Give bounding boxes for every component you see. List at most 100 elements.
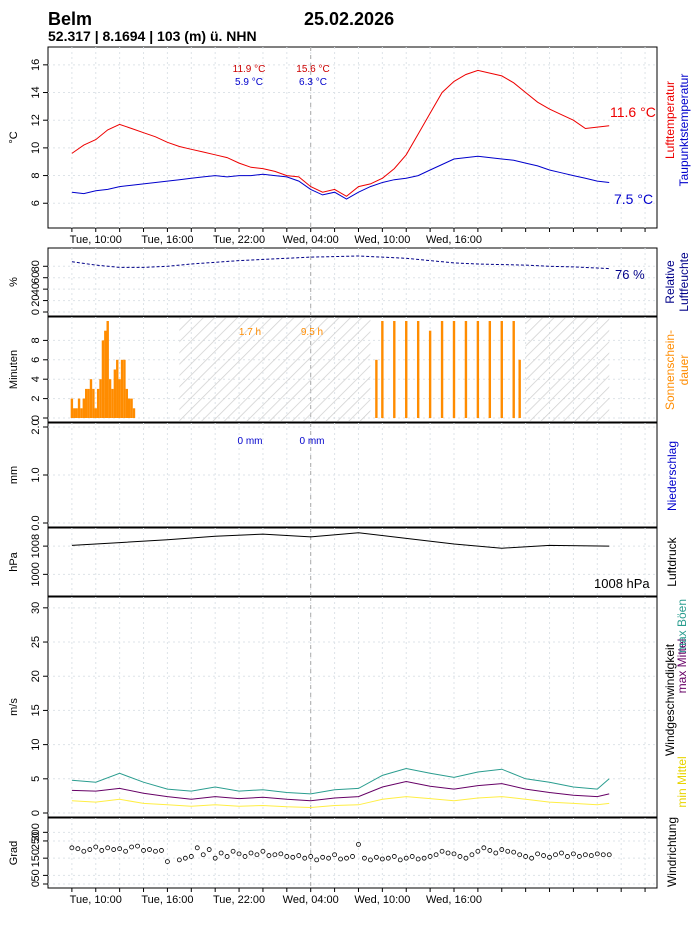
sun-bar — [113, 369, 117, 418]
direction-point — [123, 848, 129, 854]
sun-bar — [393, 321, 396, 418]
sun-bar — [405, 321, 408, 418]
right-label-temp: Lufttemperatur — [663, 81, 677, 159]
ytick-label-direction: 150 — [30, 849, 42, 867]
direction-point — [517, 852, 523, 858]
panel-frame-direction — [47, 817, 658, 889]
sun-bar — [476, 321, 480, 418]
direction-point — [159, 848, 164, 853]
sun-bar — [118, 379, 121, 418]
direction-point — [338, 856, 343, 862]
direction-point — [505, 848, 511, 854]
series-line-humidity-0 — [71, 255, 610, 270]
direction-point — [260, 848, 266, 854]
direction-point — [409, 854, 415, 859]
series-line-wind-2 — [71, 796, 610, 809]
direction-point — [475, 848, 481, 854]
ylabel-temperature: °C — [8, 131, 20, 143]
series-line-temperature-1 — [71, 155, 610, 200]
direction-point — [236, 851, 242, 857]
sun-bar — [123, 359, 126, 418]
direction-point — [266, 853, 272, 858]
direction-point — [135, 843, 140, 849]
sun-bar — [464, 321, 468, 418]
direction-point — [302, 855, 308, 861]
direction-point — [571, 851, 576, 857]
xtick-label-top: Tue, 10:00 — [70, 234, 122, 246]
ytick-label-temperature: 8 — [30, 172, 42, 178]
ytick-label-wind: 20 — [30, 670, 42, 682]
ytick-label-wind: 10 — [30, 738, 42, 750]
ytick-label-pressure: 1008 — [30, 534, 42, 558]
direction-point — [290, 854, 296, 860]
right-label-dew: Taupunktstemperatur — [677, 74, 691, 187]
sun-bar — [101, 340, 105, 418]
ylabel-direction: Grad — [8, 841, 20, 865]
ytick-label-humidity: 20 — [30, 294, 42, 306]
ytick-label-sunshine: 4 — [30, 376, 42, 382]
night-shade — [179, 318, 371, 421]
direction-point — [511, 849, 517, 855]
direction-point — [529, 855, 535, 861]
last-temp-label: 11.6 °C — [610, 104, 656, 120]
sun-bar — [73, 408, 76, 418]
direction-point — [576, 854, 582, 859]
direction-point — [469, 852, 475, 858]
direction-point — [182, 855, 188, 861]
direction-point — [200, 852, 206, 858]
direction-point — [129, 844, 134, 850]
direction-point — [451, 851, 457, 857]
right-label-pressure: Luftdruck — [665, 536, 679, 586]
ylabel-precip: mm — [8, 466, 20, 484]
direction-point — [588, 853, 594, 858]
direction-point — [99, 848, 105, 853]
ytick-label-wind: 0 — [30, 810, 42, 816]
right-label-humidity-1: Relative — [663, 260, 677, 304]
direction-point — [248, 850, 254, 856]
direction-point — [81, 848, 87, 854]
ytick-label-temperature: 12 — [30, 114, 42, 126]
sun-bar — [500, 321, 503, 418]
ytick-label-sunshine: 0 — [30, 415, 42, 421]
direction-point — [457, 854, 463, 859]
xtick-label-bottom: Tue, 22:00 — [213, 894, 265, 906]
ytick-label-pressure: 1000 — [30, 562, 42, 586]
sun-bar — [87, 388, 90, 418]
station-coords: 52.317 | 8.1694 | 103 (m) ü. NHN — [48, 28, 257, 44]
direction-point — [105, 845, 111, 851]
last-dew-label: 7.5 °C — [614, 191, 653, 207]
precip-annotation-1: 0 mm — [238, 436, 263, 447]
xtick-label-bottom: Wed, 10:00 — [354, 894, 410, 906]
sun-bar — [116, 359, 119, 418]
sun-bar — [132, 408, 136, 418]
station-title: Belm — [48, 9, 92, 29]
direction-point — [421, 855, 427, 861]
max-dew-annotation: 6.3 °C — [299, 77, 327, 88]
panel-frame-humidity — [47, 247, 658, 317]
direction-point — [326, 855, 332, 861]
direction-point — [165, 859, 170, 865]
direction-point — [356, 841, 361, 847]
direction-point — [212, 855, 218, 861]
right-label-wind-gust: max Böen — [675, 599, 689, 653]
precip-annotation-2: 0 mm — [300, 436, 325, 447]
direction-point — [117, 846, 123, 852]
direction-point — [350, 854, 355, 859]
direction-point — [415, 856, 421, 862]
direction-point — [218, 850, 224, 856]
ytick-label-humidity: 80 — [30, 260, 42, 272]
direction-point — [284, 854, 290, 859]
panel-frame-pressure — [47, 527, 658, 597]
sun-bar — [128, 398, 131, 418]
series-line-wind-1 — [71, 780, 610, 802]
ytick-label-sunshine: 2 — [30, 396, 42, 402]
direction-point — [344, 855, 349, 861]
series-line-wind-0 — [71, 767, 610, 795]
ytick-label-wind: 30 — [30, 602, 42, 614]
direction-point — [206, 847, 212, 852]
direction-point — [547, 854, 552, 860]
direction-point — [523, 854, 529, 859]
direction-point — [535, 851, 540, 857]
sun-bar — [96, 388, 100, 418]
direction-point — [296, 853, 302, 858]
